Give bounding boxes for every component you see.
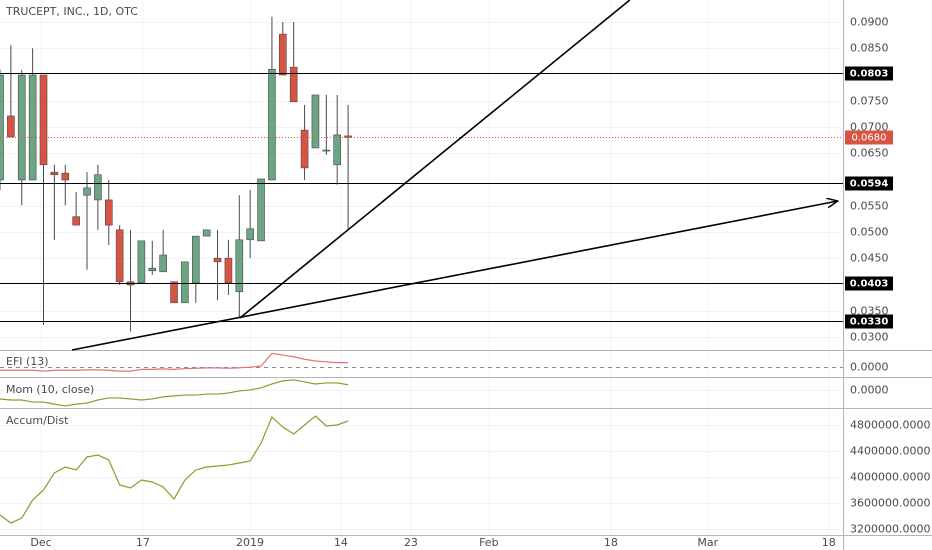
level-label-box <box>845 276 893 291</box>
candle-body <box>333 134 342 166</box>
candle-body <box>104 199 113 226</box>
x-tick-label: 17 <box>136 536 150 549</box>
candle-body <box>39 74 48 166</box>
y-tick-label: 3200000.0000 <box>850 523 930 536</box>
candle-body <box>224 257 233 284</box>
candle-body <box>300 129 309 169</box>
y-tick-label: 0.0500 <box>850 226 889 239</box>
plot <box>0 0 843 524</box>
x-tick-label: 18 <box>822 536 836 549</box>
y-tick-label: 0.0450 <box>850 252 889 265</box>
candle-body <box>191 235 200 284</box>
y-tick-label: 4400000.0000 <box>850 445 930 458</box>
y-tick-label: 3600000.0000 <box>850 497 930 510</box>
level-label: 0.0330 <box>850 317 889 328</box>
candle-body <box>148 267 157 272</box>
y-tick-label: 0.0650 <box>850 147 889 160</box>
indicator-line <box>0 379 349 407</box>
candle-body <box>83 187 91 196</box>
x-tick-label: Dec <box>30 536 51 549</box>
y-tick-label: 0.0850 <box>850 42 889 55</box>
candle-body <box>213 257 222 263</box>
y-tick-label: 0.0300 <box>850 331 889 344</box>
candle-body <box>257 178 265 242</box>
last-price-label: 0.0680 <box>852 133 887 144</box>
candle-body <box>50 171 59 176</box>
trend-line <box>71 201 838 351</box>
candle-body <box>235 239 244 293</box>
pane-title: EFI (13) <box>6 355 49 368</box>
candle-body <box>72 216 80 226</box>
level-label-box <box>845 314 893 329</box>
level-label: 0.0594 <box>850 179 889 190</box>
candle-body <box>17 74 26 181</box>
candle-body <box>159 254 167 273</box>
indicator-line <box>0 415 349 524</box>
candle-body <box>170 281 178 304</box>
candle-body <box>0 74 4 181</box>
y-tick-label: 0.0900 <box>850 16 889 29</box>
x-tick-label: 14 <box>334 536 348 549</box>
y-tick-label: 0.0000 <box>850 384 889 397</box>
x-tick-label: 2019 <box>236 536 264 549</box>
candle-body <box>268 68 276 181</box>
candle-body <box>94 174 102 201</box>
last-price-box <box>845 130 893 145</box>
x-tick-label: 23 <box>404 536 418 549</box>
candle-body <box>322 149 331 152</box>
y-tick-label: 4000000.0000 <box>850 471 930 484</box>
pane-title: Mom (10, close) <box>6 383 94 396</box>
level-label: 0.0803 <box>850 69 889 80</box>
y-tick-label: 0.0750 <box>850 95 889 108</box>
candle-body <box>289 66 298 103</box>
y-tick-label: 0.0000 <box>850 361 889 374</box>
chart-title: TRUCEPT, INC., 1D, OTC <box>5 5 138 18</box>
candle-body <box>137 240 146 284</box>
level-label-box <box>845 176 893 191</box>
x-tick-label: Feb <box>479 536 498 549</box>
y-tick-label: 4800000.0000 <box>850 419 930 432</box>
axes: Dec 17 2019 14 23 Feb 18 Mar 18 0.0300 0.0350 0.045… <box>30 16 930 550</box>
x-tick-label: 18 <box>604 536 618 549</box>
candle-body <box>311 94 320 149</box>
candle-body <box>246 228 254 241</box>
trend-line <box>239 0 631 319</box>
grid <box>0 0 843 535</box>
pane-title: Accum/Dist <box>6 414 69 427</box>
candle-body <box>28 74 37 181</box>
level-label-box <box>845 66 893 81</box>
x-tick-label: Mar <box>697 536 718 549</box>
candle-body <box>61 172 70 181</box>
candle-body <box>115 229 124 283</box>
indicator-line <box>0 352 349 372</box>
y-tick-label: 0.0550 <box>850 200 889 213</box>
y-tick-label: 0.0350 <box>850 305 889 318</box>
level-label: 0.0403 <box>850 279 889 290</box>
candle-body <box>279 33 287 76</box>
candle-body <box>7 115 15 138</box>
candle-body <box>202 229 211 237</box>
candle-body <box>181 261 189 304</box>
y-tick-label: 0.0700 <box>850 121 889 134</box>
